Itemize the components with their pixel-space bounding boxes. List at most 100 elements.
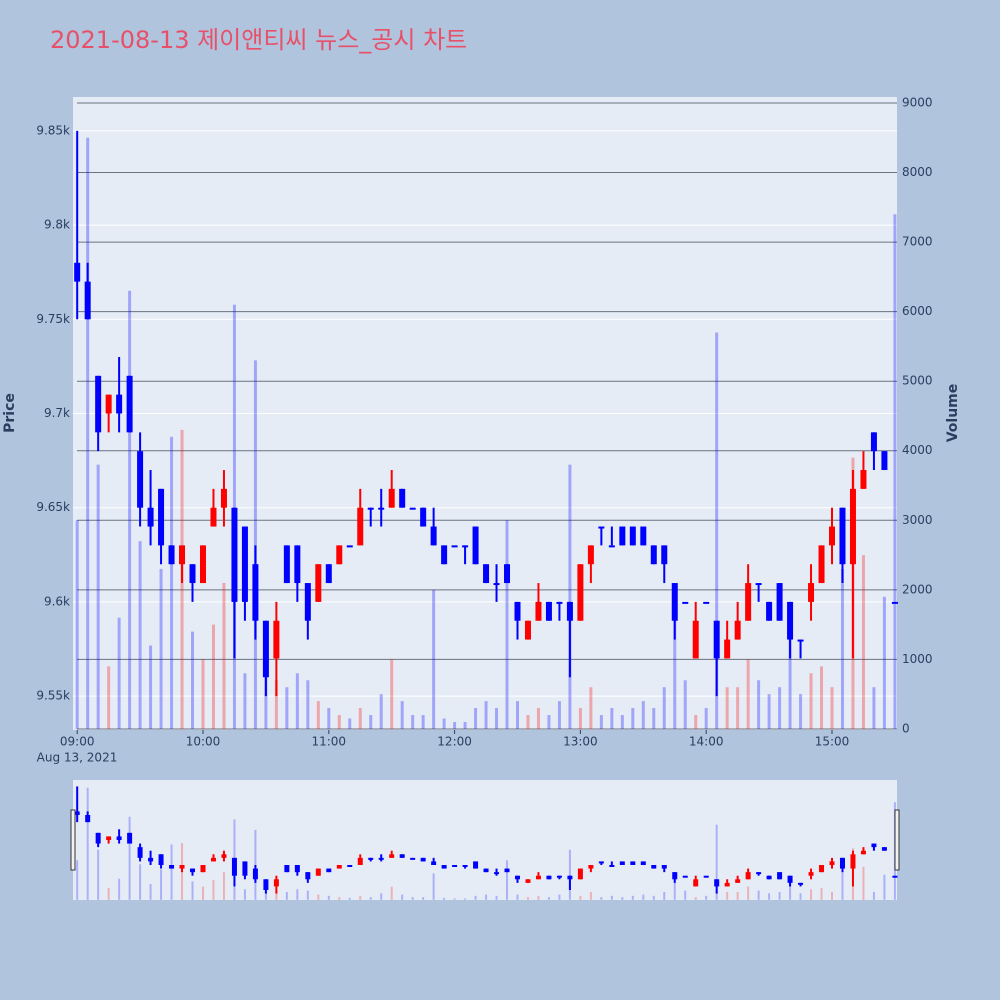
slider-candle-body	[137, 847, 143, 858]
candle-body	[346, 545, 353, 548]
volume-bar	[253, 360, 257, 729]
volume-bar	[861, 555, 865, 729]
volume-bar	[872, 687, 876, 729]
volume-bar	[211, 624, 215, 729]
volume-bar	[96, 464, 100, 729]
volume-bar	[683, 680, 687, 729]
volume-bar	[358, 708, 362, 729]
slider-volume-bar	[275, 890, 278, 900]
slider-candle-body	[546, 875, 552, 880]
candle-body	[462, 545, 469, 548]
candle-body	[483, 564, 490, 584]
volume-bar	[893, 214, 897, 729]
candle-body	[808, 583, 815, 602]
volume-bar	[673, 589, 677, 729]
volume-bar	[474, 708, 478, 729]
slider-candle-body	[179, 865, 185, 869]
volume-bar	[306, 680, 310, 729]
candle-body	[504, 564, 511, 584]
candle-body	[650, 545, 657, 565]
candle-body	[849, 488, 856, 565]
slider-volume-bar	[485, 894, 488, 900]
slider-volume-bar	[306, 890, 309, 900]
volume-bar	[631, 708, 635, 729]
candle-body	[126, 375, 133, 433]
slider-volume-bar	[589, 891, 592, 900]
candle-body	[787, 601, 794, 640]
x-tick-label: 15:00	[815, 735, 850, 749]
slider-candle-body	[410, 857, 416, 860]
volume-bar	[495, 708, 499, 729]
candle-body	[682, 601, 689, 604]
slider-volume-bar	[97, 849, 100, 900]
slider-candle-body	[494, 872, 500, 875]
volume-bar	[348, 718, 352, 729]
slider-volume-bar	[411, 897, 414, 900]
slider-candle-body	[525, 879, 531, 883]
y2-tick-label: 3000	[902, 513, 933, 527]
y2-tick-label: 8000	[902, 165, 933, 179]
slider-volume-bar	[820, 887, 823, 900]
candle-body	[420, 507, 427, 527]
slider-candle-body	[200, 865, 206, 873]
slider-volume-bar	[327, 895, 330, 900]
candle-body	[524, 620, 531, 640]
volume-bar	[170, 436, 174, 729]
slider-candle-body	[714, 879, 720, 887]
slider-volume-bar	[600, 897, 603, 900]
volume-bar	[704, 708, 708, 729]
volume-bar	[117, 617, 121, 729]
volume-bar	[432, 589, 436, 729]
slider-candle-body	[798, 882, 804, 885]
y2-tick-label: 7000	[902, 235, 933, 249]
volume-bar	[274, 680, 278, 729]
slider-volume-bar	[453, 898, 456, 900]
candle-body	[179, 545, 186, 565]
slider-candle-body	[315, 868, 321, 876]
volume-bar	[138, 541, 142, 729]
slider-candle-body	[294, 865, 300, 873]
slider-volume-bar	[254, 829, 257, 900]
candle-body	[378, 507, 385, 510]
slider-volume-bar	[872, 891, 875, 900]
slider-volume-bar	[831, 891, 834, 900]
volume-bar	[86, 137, 90, 729]
candle-body	[514, 601, 521, 621]
slider-handle[interactable]	[894, 809, 900, 871]
slider-handle[interactable]	[70, 809, 76, 871]
slider-candle-body	[892, 875, 898, 878]
slider-volume-bar	[401, 894, 404, 900]
slider-volume-bar	[841, 869, 844, 900]
slider-volume-bar	[464, 898, 467, 900]
slider-volume-bar	[212, 880, 215, 900]
candle-body	[325, 564, 332, 584]
slider-volume-bar	[443, 897, 446, 900]
slider-candle-body	[651, 865, 657, 869]
slider-candle-body	[462, 865, 468, 867]
volume-bar	[652, 708, 656, 729]
slider-candle-body	[148, 857, 154, 862]
slider-volume-bar	[76, 860, 79, 900]
volume-bar	[820, 666, 824, 729]
x-tick-label: 11:00	[311, 735, 346, 749]
slider-candle-body	[619, 861, 625, 865]
slider-volume-bar	[506, 860, 509, 900]
slider-volume-bar	[201, 886, 204, 900]
candle-body	[95, 375, 102, 433]
slider-volume-bar	[338, 897, 341, 900]
candle-body	[74, 262, 81, 282]
y2-tick-label: 2000	[902, 582, 933, 596]
slider-volume-bar	[422, 897, 425, 900]
slider-volume-bar	[243, 889, 246, 900]
slider-volume-bar	[558, 894, 561, 900]
slider-candle-body	[231, 857, 237, 876]
candle-body	[734, 620, 741, 640]
slider-volume-bar	[757, 890, 760, 900]
slider-volume-bar	[726, 891, 729, 900]
rangeslider[interactable]	[73, 780, 897, 900]
y-tick-label: 9.55k	[36, 689, 70, 703]
candle-body	[671, 583, 678, 621]
candle-body	[336, 545, 343, 565]
candle-body	[661, 545, 668, 565]
